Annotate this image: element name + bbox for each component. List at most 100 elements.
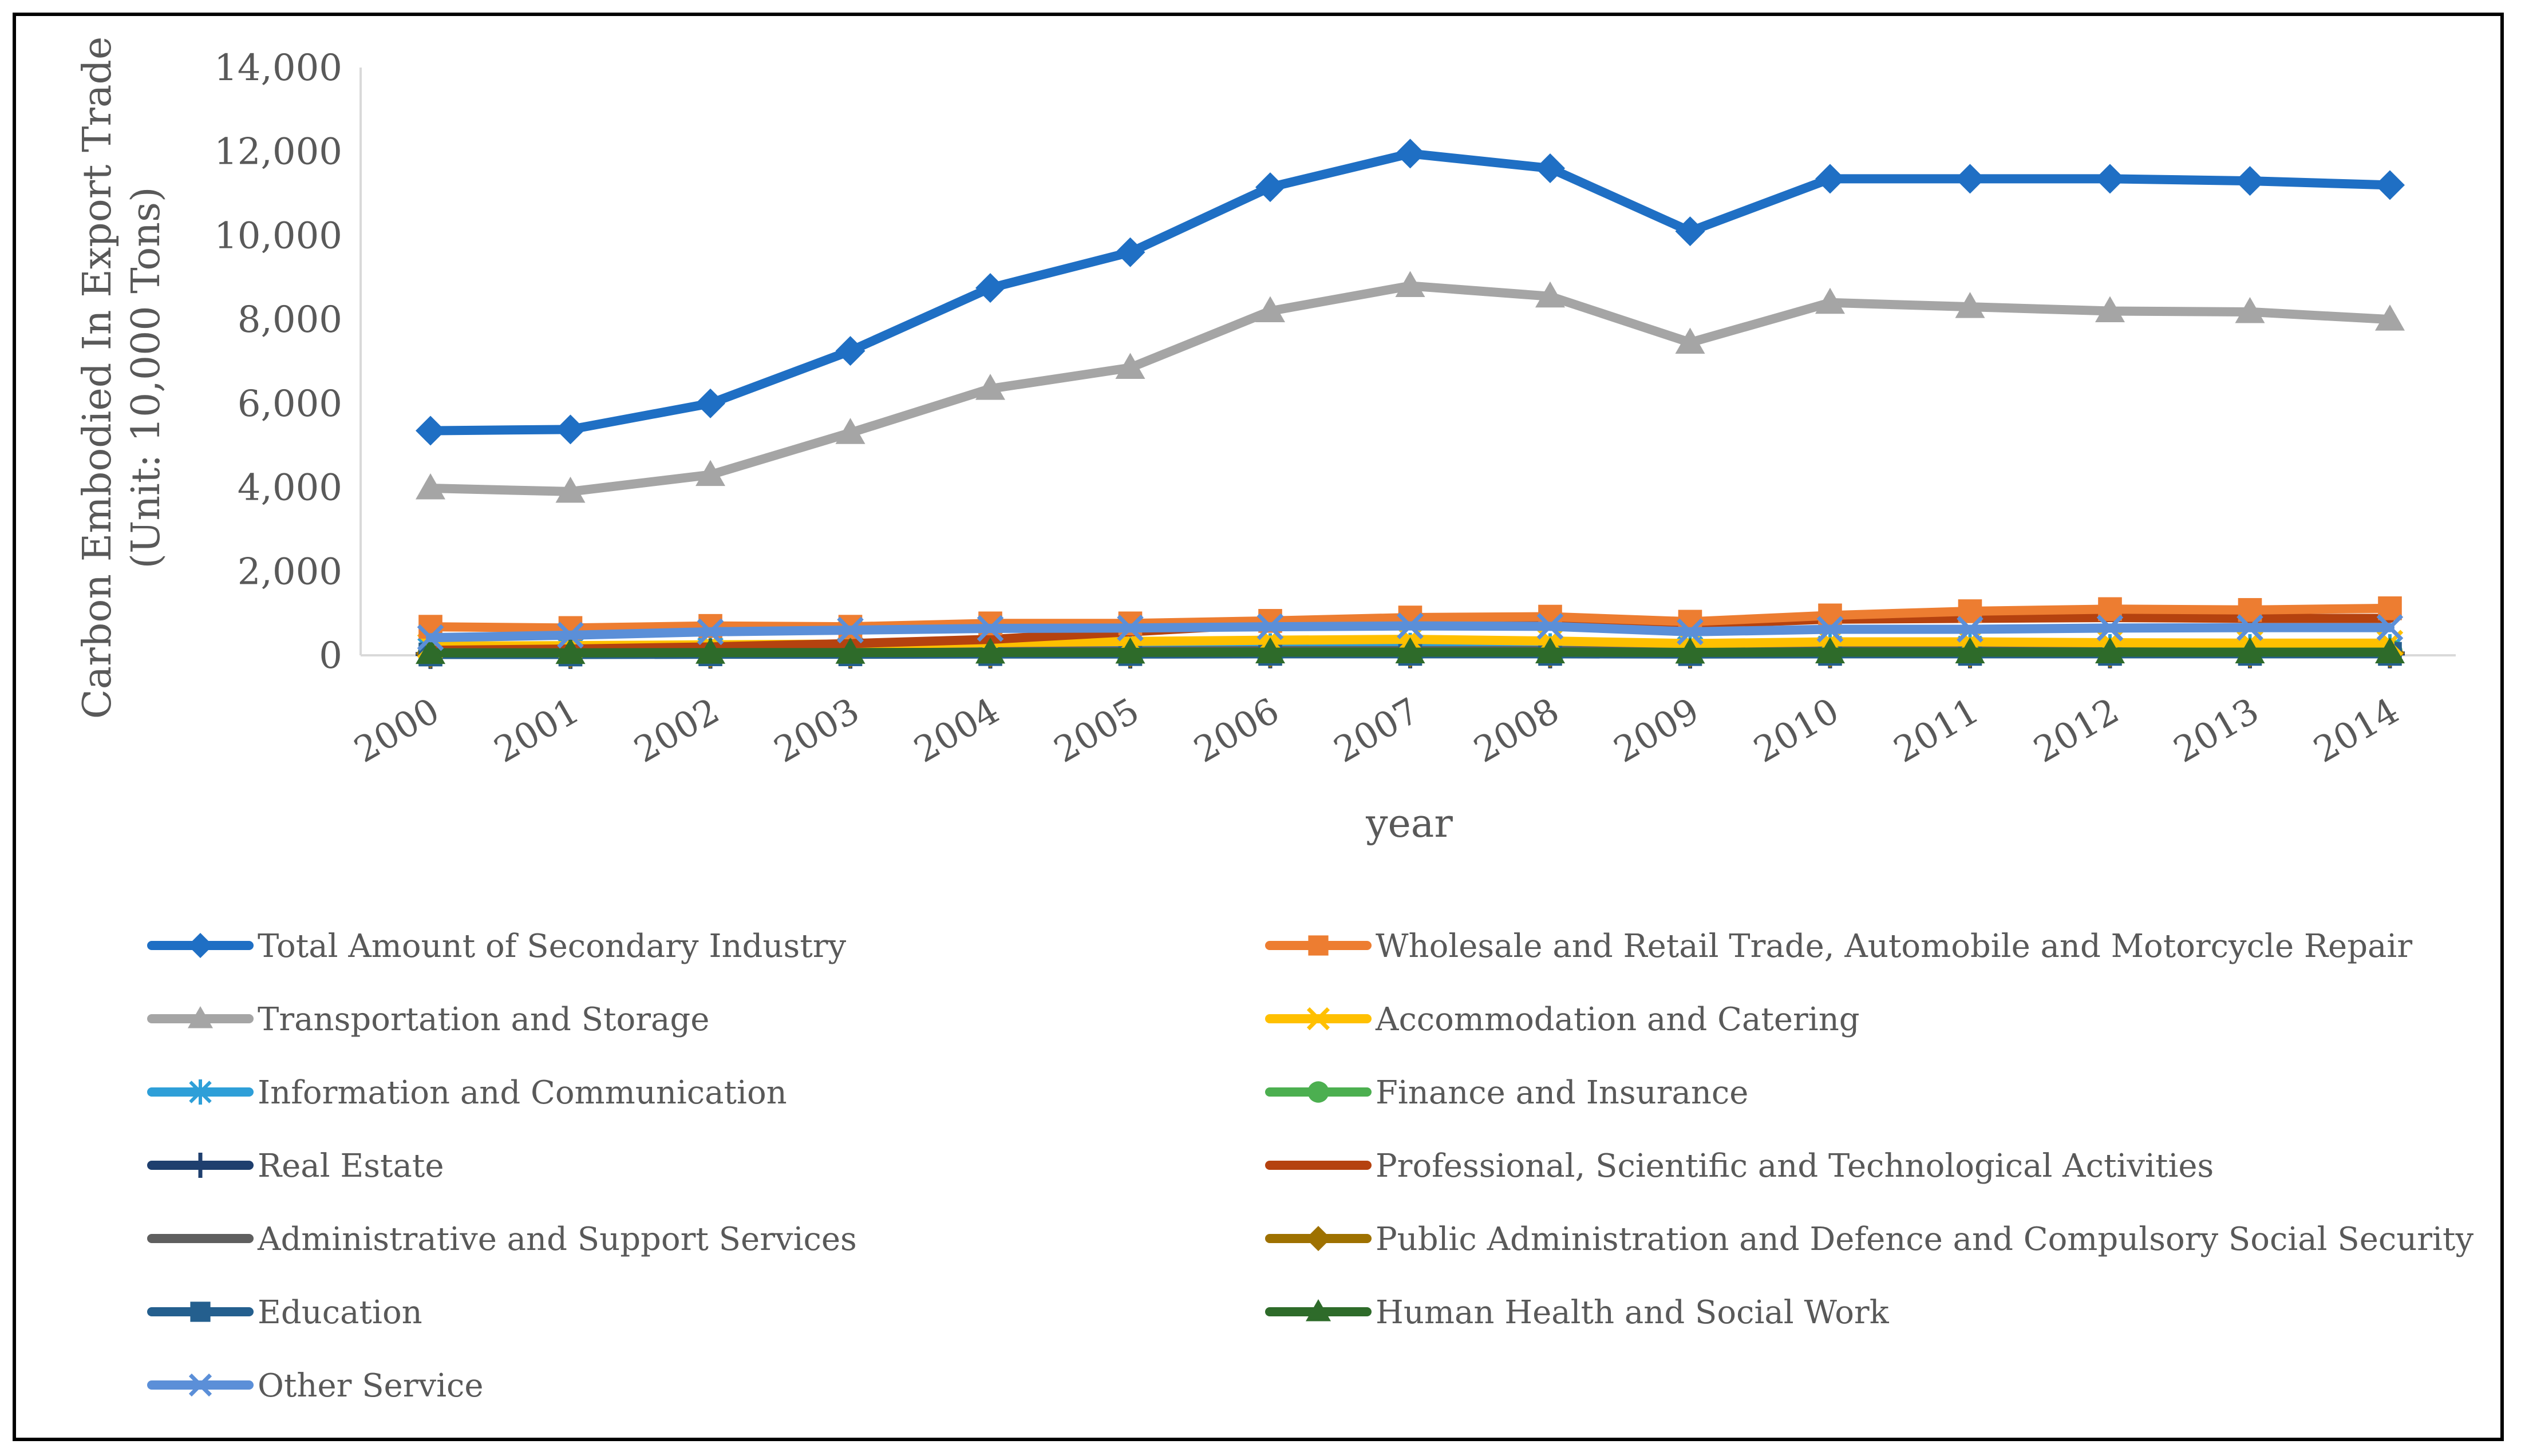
data-point bbox=[416, 473, 445, 500]
x-tick-label: 2008 bbox=[1467, 690, 1566, 771]
data-point bbox=[1955, 637, 1985, 663]
data-point bbox=[696, 388, 725, 418]
legend-label: Human Health and Social Work bbox=[1376, 1294, 1890, 1331]
series-total-amount-of-secondary-industry bbox=[416, 139, 2405, 446]
data-point bbox=[1395, 637, 1425, 663]
x-tick-label: 2000 bbox=[347, 690, 446, 771]
legend-entry: Finance and Insurance bbox=[1265, 1074, 1748, 1111]
data-point bbox=[835, 638, 866, 664]
data-point bbox=[837, 616, 864, 644]
data-point bbox=[1535, 281, 1565, 308]
series-line bbox=[426, 281, 2394, 496]
data-point bbox=[416, 638, 445, 664]
legend-label: Transportation and Storage bbox=[258, 1001, 709, 1038]
legend-entry: Total Amount of Secondary Industry bbox=[147, 928, 846, 965]
data-point bbox=[2375, 170, 2405, 200]
data-point bbox=[2096, 615, 2124, 642]
data-point bbox=[696, 460, 725, 486]
data-point bbox=[696, 638, 725, 664]
legend-label: Finance and Insurance bbox=[1376, 1074, 1748, 1111]
legend-label: Real Estate bbox=[258, 1148, 444, 1185]
legend-marker bbox=[1306, 1226, 1331, 1251]
y-tick-label: 12,000 bbox=[214, 131, 342, 173]
data-point bbox=[555, 638, 586, 664]
series-human-health-and-social-work bbox=[416, 637, 2405, 664]
x-tick-label: 2011 bbox=[1887, 690, 1986, 771]
legend-marker bbox=[1306, 1007, 1330, 1031]
legend-entry: Administrative and Support Services bbox=[147, 1221, 857, 1258]
legend-label: Accommodation and Catering bbox=[1375, 1001, 1860, 1038]
legend-label: Education bbox=[258, 1294, 422, 1331]
data-point bbox=[1117, 615, 1144, 642]
chart-frame bbox=[13, 13, 2504, 1441]
data-point bbox=[1535, 153, 1565, 184]
legend-marker bbox=[188, 1373, 212, 1397]
data-point bbox=[1115, 353, 1145, 379]
legend-label: Administrative and Support Services bbox=[257, 1221, 857, 1258]
data-point bbox=[2098, 597, 2122, 622]
legend-entry: Human Health and Social Work bbox=[1265, 1294, 1890, 1331]
data-point bbox=[835, 418, 866, 444]
legend-marker bbox=[189, 1079, 212, 1105]
legend-marker bbox=[188, 933, 213, 958]
data-point bbox=[2095, 296, 2125, 322]
data-point bbox=[2237, 614, 2263, 641]
x-tick-label: 2003 bbox=[767, 690, 866, 771]
data-point bbox=[1256, 613, 1284, 640]
legend-entry: Other Service bbox=[147, 1367, 484, 1404]
legend-marker bbox=[1308, 935, 1329, 956]
y-axis-title: Carbon Embodied In Export Trade (Unit: 1… bbox=[75, 37, 169, 719]
data-point bbox=[1675, 216, 1705, 247]
x-tick-label: 2009 bbox=[1607, 690, 1706, 771]
data-point bbox=[555, 414, 586, 445]
legend-label: Wholesale and Retail Trade, Automobile a… bbox=[1376, 928, 2412, 965]
y-tick-label: 2,000 bbox=[238, 551, 342, 593]
x-tick-label: 2004 bbox=[907, 690, 1006, 771]
data-point bbox=[1955, 164, 1985, 194]
data-point bbox=[2375, 304, 2405, 331]
x-axis-title: year bbox=[1365, 801, 1453, 846]
data-point bbox=[555, 476, 586, 503]
x-tick-label: 2007 bbox=[1327, 690, 1426, 771]
data-point bbox=[975, 273, 1005, 303]
y-axis-title-line1: Carbon Embodied In Export Trade bbox=[75, 37, 120, 719]
x-tick-label: 2002 bbox=[627, 690, 726, 771]
legend-entry: Wholesale and Retail Trade, Automobile a… bbox=[1265, 928, 2412, 965]
data-point bbox=[2235, 166, 2265, 196]
data-point bbox=[1677, 618, 1704, 646]
data-point bbox=[1815, 637, 1845, 663]
data-point bbox=[1535, 637, 1565, 663]
data-point bbox=[1957, 616, 1983, 643]
series-other-service bbox=[417, 612, 2404, 651]
legend-label: Other Service bbox=[258, 1367, 484, 1404]
legend-label: Information and Communication bbox=[258, 1074, 787, 1111]
legend-entry: Accommodation and Catering bbox=[1265, 1001, 1860, 1038]
data-point bbox=[1815, 287, 1845, 314]
data-point bbox=[2376, 614, 2404, 641]
data-point bbox=[835, 336, 866, 366]
x-tick-label: 2014 bbox=[2306, 690, 2405, 771]
data-point bbox=[1395, 139, 1425, 169]
data-point bbox=[2235, 637, 2265, 663]
legend-label: Public Administration and Defence and Co… bbox=[1376, 1221, 2473, 1258]
series-transportation-and-storage bbox=[416, 271, 2405, 503]
x-tick-label: 2005 bbox=[1047, 690, 1146, 771]
x-tick-label: 2013 bbox=[2167, 690, 2266, 771]
data-point bbox=[2378, 596, 2402, 620]
data-point bbox=[1115, 237, 1145, 267]
y-tick-label: 4,000 bbox=[238, 467, 342, 509]
x-tick-label: 2010 bbox=[1746, 690, 1846, 771]
data-point bbox=[417, 624, 444, 651]
data-point bbox=[2235, 296, 2265, 323]
legend-label: Total Amount of Secondary Industry bbox=[258, 928, 846, 965]
legend-entry: Public Administration and Defence and Co… bbox=[1265, 1221, 2473, 1258]
legend-entry: Information and Communication bbox=[147, 1074, 787, 1111]
data-point bbox=[977, 615, 1004, 642]
data-point bbox=[1536, 613, 1564, 640]
legend-entry: Real Estate bbox=[147, 1148, 444, 1185]
data-point bbox=[1675, 637, 1705, 664]
y-tick-label: 10,000 bbox=[214, 215, 342, 257]
data-point bbox=[2375, 637, 2405, 663]
data-point bbox=[1255, 172, 1285, 203]
